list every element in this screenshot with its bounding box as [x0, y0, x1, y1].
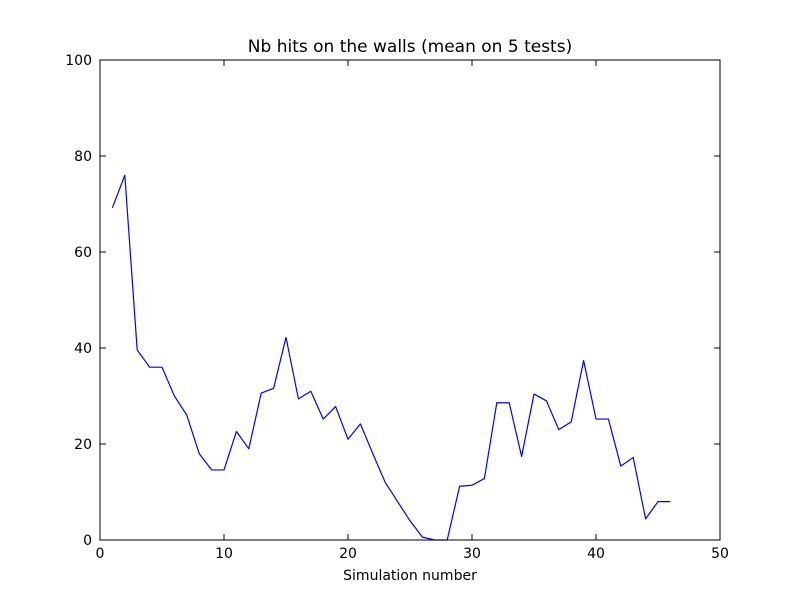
x-tick-label: 20: [339, 546, 357, 562]
chart-title: Nb hits on the walls (mean on 5 tests): [248, 37, 572, 57]
y-tick-label: 100: [65, 53, 92, 69]
y-tick-label: 40: [74, 341, 92, 357]
y-tick-label: 60: [74, 245, 92, 261]
x-tick-label: 40: [587, 546, 605, 562]
axes-frame: [99, 59, 721, 541]
x-tick-label: 50: [711, 546, 729, 562]
x-tick-label: 10: [215, 546, 233, 562]
x-tick-label: 30: [463, 546, 481, 562]
x-tick-label: 0: [96, 546, 105, 562]
axis-ticks: 0 10 20 30 40 50 0 20 40 60 80 100: [65, 53, 729, 562]
y-tick-label: 80: [74, 149, 92, 165]
plot-area: [111, 174, 671, 541]
x-axis-label: Simulation number: [343, 568, 477, 584]
y-tick-label: 0: [83, 533, 92, 549]
series-line-0: [111, 174, 671, 541]
y-tick-label: 20: [74, 437, 92, 453]
